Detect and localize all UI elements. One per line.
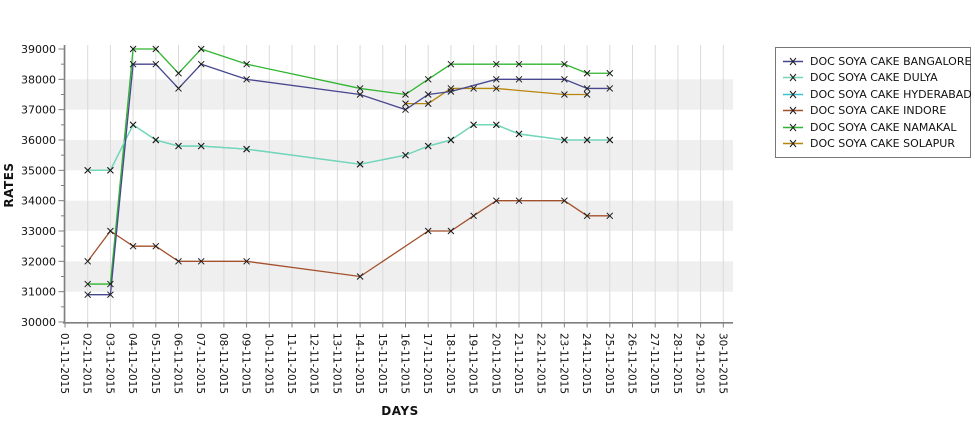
x-tick-label: 19-11-2015 [467, 333, 479, 394]
x-tick-label: 18-11-2015 [444, 333, 456, 394]
legend-marker-icon [783, 90, 803, 99]
series-line-namakal [87, 48, 610, 285]
x-tick-label: 06-11-2015 [172, 333, 184, 394]
legend-item-dulya: DOC SOYA CAKE DULYA [782, 70, 964, 87]
series-markers-dulya [84, 121, 614, 174]
x-tick-label: 15-11-2015 [376, 333, 388, 394]
y-axis-title: RATES [2, 162, 16, 208]
y-tick-label: 37000 [21, 104, 56, 117]
legend-marker-icon [783, 106, 803, 115]
series-markers-solapur [402, 85, 591, 107]
x-tick-label: 22-11-2015 [535, 333, 547, 394]
series-markers-indore [84, 197, 614, 280]
legend-item-solapur: DOC SOYA CAKE SOLAPUR [782, 136, 964, 153]
x-tick-label: 09-11-2015 [240, 333, 252, 394]
plot-bands [65, 79, 733, 292]
y-tick-label: 31000 [21, 286, 56, 299]
legend-marker-icon [783, 139, 803, 148]
series-markers-namakal [84, 45, 614, 288]
y-tick-label: 34000 [21, 195, 56, 208]
x-tick-label: 04-11-2015 [126, 333, 138, 394]
x-tick-label: 20-11-2015 [489, 333, 501, 394]
x-axis-title: DAYS [381, 404, 419, 418]
legend-item-label: DOC SOYA CAKE HYDERABAD [810, 87, 972, 101]
legend-item-hyderabad: DOC SOYA CAKE HYDERABAD [782, 86, 972, 103]
x-tick-label: 01-11-2015 [58, 333, 70, 394]
legend-item-label: DOC SOYA CAKE BANGALORE [810, 54, 972, 68]
y-tick-label: 36000 [21, 134, 56, 147]
x-tick-label: 26-11-2015 [626, 333, 638, 394]
y-tick-label: 39000 [21, 43, 56, 56]
x-tick-label: 16-11-2015 [399, 333, 411, 394]
legend-item-indore: DOC SOYA CAKE INDORE [782, 103, 964, 120]
x-tick-label: 29-11-2015 [694, 333, 706, 394]
legend-item-bangalore: DOC SOYA CAKE BANGALORE [782, 53, 971, 70]
series-line-bangalore [87, 63, 610, 296]
y-tick-label: 35000 [21, 164, 56, 177]
x-tick-label: 10-11-2015 [262, 333, 274, 394]
x-tick-label: 05-11-2015 [149, 333, 161, 394]
series-line-indore [87, 200, 610, 278]
x-tick-label: 28-11-2015 [671, 333, 683, 394]
legend-marker-icon [783, 57, 803, 66]
legend-item-label: DOC SOYA CAKE INDORE [810, 104, 947, 118]
series-markers-bangalore [84, 60, 614, 299]
x-tick-label: 08-11-2015 [217, 333, 229, 394]
y-tick-label: 38000 [21, 73, 56, 86]
legend-item-label: DOC SOYA CAKE DULYA [810, 71, 938, 85]
x-axis-ticks: 01-11-2015 02-11-2015 03-11-2015 04-11-2015… [58, 323, 728, 394]
x-tick-label: 30-11-2015 [716, 333, 728, 394]
x-tick-label: 13-11-2015 [330, 333, 342, 394]
x-tick-label: 17-11-2015 [421, 333, 433, 394]
legend-item-namakal: DOC SOYA CAKE NAMAKAL [782, 119, 964, 136]
legend-marker-icon [783, 73, 803, 82]
x-tick-label: 27-11-2015 [648, 333, 660, 394]
x-tick-label: 23-11-2015 [557, 333, 569, 394]
x-tick-label: 12-11-2015 [308, 333, 320, 394]
legend: DOC SOYA CAKE BANGALORE DOC SOYA CAKE DUL… [775, 47, 972, 158]
y-tick-label: 32000 [21, 255, 56, 268]
axes [63, 45, 733, 324]
x-tick-label: 02-11-2015 [81, 333, 93, 394]
y-axis-ticks: 30000 31000 32000 33000 34000 35000 36000 37000… [21, 43, 64, 329]
x-tick-label: 11-11-2015 [285, 333, 297, 394]
x-tick-label: 24-11-2015 [580, 333, 592, 394]
legend-marker-icon [783, 123, 803, 132]
x-tick-label: 21-11-2015 [512, 333, 524, 394]
y-tick-label: 33000 [21, 225, 56, 238]
x-tick-label: 25-11-2015 [603, 333, 615, 394]
y-tick-label: 30000 [21, 316, 56, 329]
x-tick-label: 14-11-2015 [353, 333, 365, 394]
legend-item-label: DOC SOYA CAKE SOLAPUR [810, 137, 955, 151]
x-tick-label: 03-11-2015 [103, 333, 115, 394]
legend-item-label: DOC SOYA CAKE NAMAKAL [810, 120, 957, 134]
x-tick-label: 07-11-2015 [194, 333, 206, 394]
